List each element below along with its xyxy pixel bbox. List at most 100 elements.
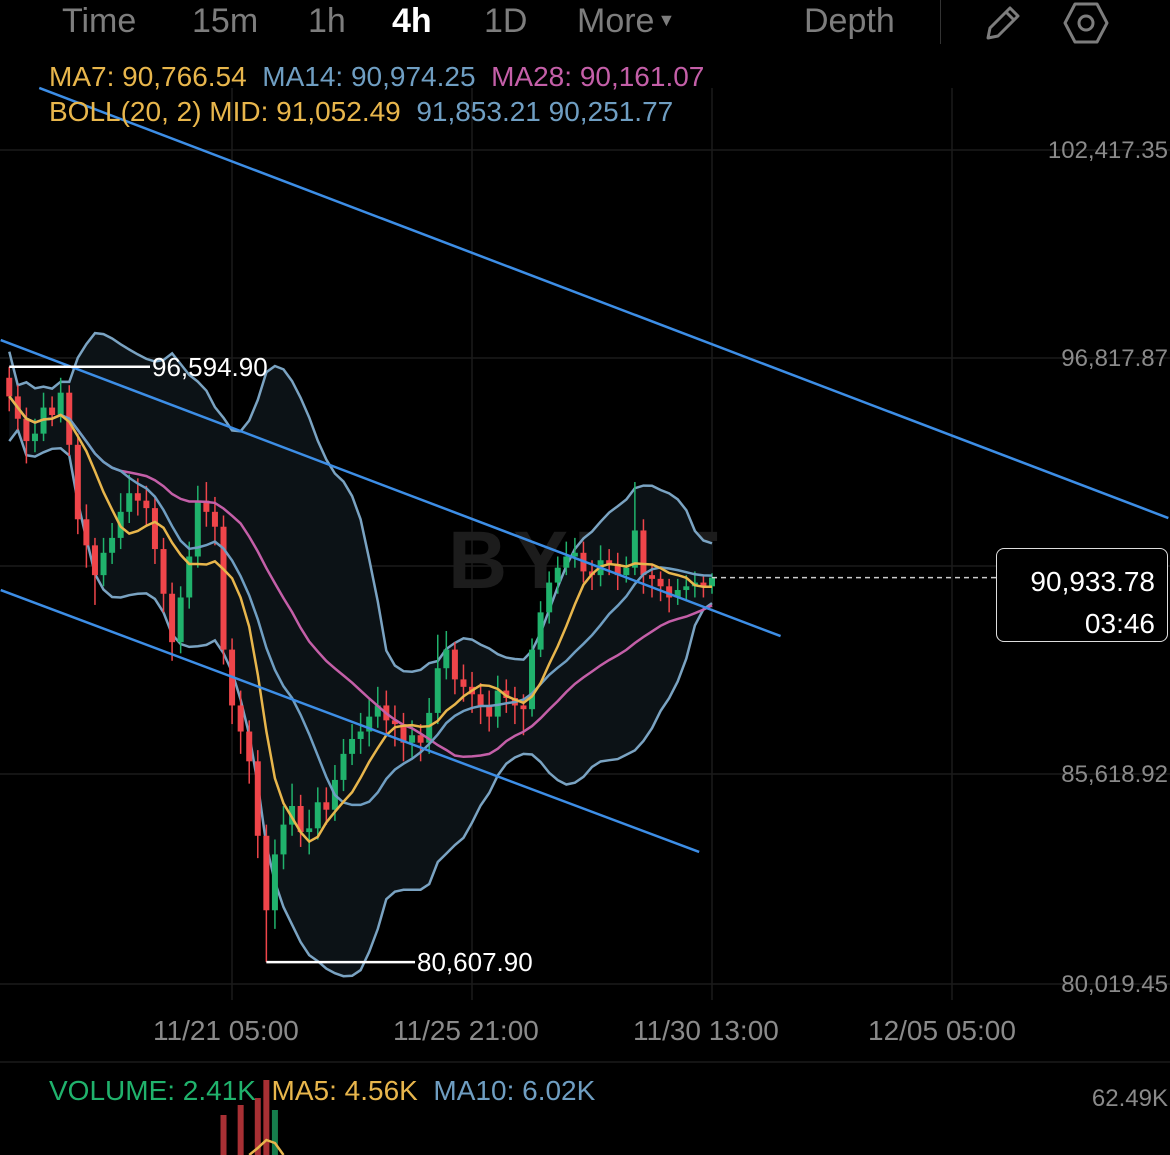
candle-body [254, 761, 261, 836]
candle-body [160, 549, 167, 594]
candle-body [306, 828, 313, 833]
candle-body [606, 560, 613, 564]
volume-axis-max: 62.49K [1091, 1085, 1168, 1112]
candle-body [477, 694, 484, 706]
candle-body [674, 590, 681, 598]
ma7-line [8, 395, 713, 844]
candle-countdown: 03:46 [1084, 608, 1155, 639]
trendline [0, 588, 700, 854]
ma28-line [8, 395, 713, 759]
y-tick: 96,817.87 [1061, 345, 1168, 372]
candle-body [520, 705, 527, 710]
tab-depth[interactable]: Depth [804, 2, 895, 40]
candle-body [683, 586, 690, 591]
volume-legend: VOLUME: 2.41K MA5: 4.56K MA10: 6.02K [49, 1075, 595, 1107]
candle-body [100, 552, 107, 576]
candle-body [74, 444, 81, 520]
y-tick: 102,417.35 [1047, 137, 1168, 164]
candle-body [486, 705, 493, 717]
candle-body [571, 552, 578, 557]
candle-body [700, 582, 707, 587]
candle-body [6, 377, 13, 397]
x-tick: 12/05 05:00 [868, 1015, 1016, 1046]
ma7-value: MA7: 90,766.54 [49, 61, 247, 92]
volume-bar [271, 1110, 278, 1155]
trendline [0, 338, 782, 638]
x-tick: 11/25 21:00 [393, 1015, 539, 1046]
candle-body [246, 731, 253, 762]
candle-body [709, 577, 715, 587]
pencil-icon[interactable] [980, 2, 1024, 44]
candle-body [563, 556, 570, 568]
volume-ma5-value: MA5: 4.56K [271, 1075, 418, 1106]
candle-body [49, 407, 56, 416]
candle-body [537, 612, 544, 650]
candle-body [349, 738, 356, 754]
candle-body [623, 567, 630, 576]
candle-body [494, 690, 501, 717]
volume-bar [220, 1115, 227, 1155]
current-price: 90,933.78 [1030, 566, 1155, 597]
candle-body [554, 567, 561, 583]
candle-body [649, 575, 656, 579]
candle-body [340, 753, 347, 780]
candle-body [631, 530, 638, 568]
candle-body [83, 519, 90, 546]
volume-bar [254, 1098, 261, 1155]
candle-body [323, 802, 330, 810]
settings-hexagon-icon[interactable] [1062, 0, 1110, 46]
candle-body [169, 593, 176, 643]
candle-body [460, 679, 467, 687]
candle-body [451, 649, 458, 680]
caret-down-icon: ▼ [657, 10, 676, 30]
ma28-value: MA28: 90,161.07 [491, 61, 705, 92]
bollinger-lower-line [8, 427, 713, 978]
candle-body [614, 563, 621, 576]
low-marker-label: 80,607.90 [417, 947, 533, 977]
candle-body [237, 705, 244, 732]
candle-body [314, 802, 321, 829]
tab-1h[interactable]: 1h [308, 2, 346, 40]
candle-body [357, 731, 364, 739]
candle-body [91, 545, 98, 576]
volume-ma10-value: MA10: 6.02K [433, 1075, 596, 1106]
candle-body [143, 500, 150, 509]
divider [940, 0, 941, 44]
candle-body [434, 668, 441, 713]
candle-body [126, 493, 133, 512]
trendline [38, 86, 1169, 520]
candle-body [31, 433, 38, 442]
candle-body [151, 508, 158, 550]
tab-more-label: More [577, 2, 655, 40]
ma14-line [8, 395, 713, 807]
candle-body [529, 649, 536, 710]
candle-body [177, 597, 184, 643]
candle-body [194, 500, 201, 557]
volume-bar [237, 1105, 244, 1155]
x-tick: 11/21 05:00 [153, 1015, 299, 1046]
candle-body [186, 556, 193, 598]
volume-value: VOLUME: 2.41K [49, 1075, 256, 1106]
tab-15m[interactable]: 15m [192, 2, 259, 40]
y-tick: 80,019.45 [1061, 971, 1168, 998]
candle-body [640, 530, 647, 576]
candle-body [109, 537, 116, 553]
volume-ma5-line [248, 1138, 285, 1155]
current-price-box[interactable]: 90,933.78 03:46 [996, 548, 1168, 642]
x-tick: 11/30 13:00 [633, 1015, 779, 1046]
candle-body [280, 824, 287, 855]
tab-time[interactable]: Time [62, 2, 137, 40]
candle-body [220, 526, 227, 650]
tab-1d[interactable]: 1D [484, 2, 528, 40]
candle-body [374, 705, 381, 717]
ma-legend: MA7: 90,766.54 MA14: 90,974.25 MA28: 90,… [49, 61, 704, 93]
tab-4h[interactable]: 4h [392, 2, 432, 40]
bollinger-upper-line [8, 331, 713, 673]
high-marker-label: 96,594.90 [152, 352, 268, 382]
candle-body [417, 735, 424, 743]
candle-body [503, 690, 510, 699]
bollinger-band-fill [9, 333, 713, 977]
tab-more[interactable]: More ▼ [577, 2, 675, 41]
candle-body [23, 418, 30, 442]
